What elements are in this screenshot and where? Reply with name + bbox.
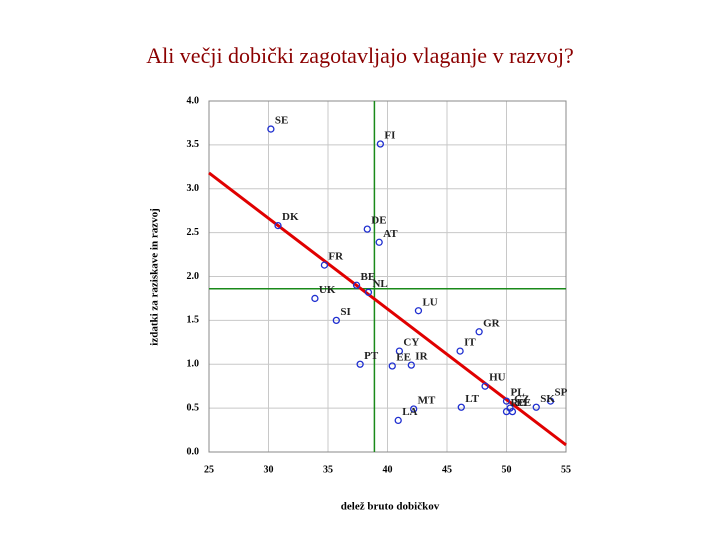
point [532, 403, 540, 411]
point-label: NL [372, 278, 387, 290]
x-tick-label: 50 [502, 464, 512, 475]
point [395, 347, 404, 355]
point [508, 407, 517, 416]
point-label: SI [340, 306, 350, 318]
x-tick-label: 35 [323, 464, 333, 475]
y-tick-label: 3.5 [187, 139, 200, 150]
point-label: CY [403, 337, 419, 349]
point [456, 347, 464, 355]
point [481, 382, 489, 390]
point-label: SK [540, 393, 555, 405]
point [407, 361, 415, 369]
point-label: EE [516, 397, 531, 409]
point [332, 316, 340, 325]
y-tick-label: 2.0 [187, 271, 200, 282]
y-tick-label: 0.5 [187, 402, 200, 413]
point [414, 307, 423, 315]
point-label: LU [422, 296, 437, 308]
point [546, 397, 555, 405]
y-tick-label: 3.0 [187, 183, 200, 194]
x-axis-label: delež bruto dobičkov [341, 501, 440, 513]
point [375, 238, 383, 246]
y-tick-label: 4.0 [187, 95, 200, 106]
point-label: RO [511, 397, 528, 409]
point [388, 362, 396, 370]
point [274, 221, 282, 230]
point-label: DE [371, 215, 386, 227]
point [457, 403, 465, 411]
point [475, 328, 483, 336]
point [363, 225, 371, 233]
y-tick-label: 1.0 [187, 359, 200, 370]
x-tick-label: 25 [204, 464, 214, 475]
point [376, 140, 385, 148]
point-label: GR [483, 317, 501, 329]
point [394, 416, 402, 425]
x-tick-label: 55 [561, 464, 571, 475]
plot-frame [208, 100, 567, 453]
point-label: EE [396, 352, 411, 364]
y-tick-label: 0.0 [187, 446, 200, 457]
y-tick-label: 1.5 [187, 315, 200, 326]
point-label: PT [364, 350, 379, 362]
point-label: IT [464, 337, 476, 349]
trend-line [208, 171, 567, 447]
y-tick-label: 2.5 [187, 227, 200, 238]
point-label: IR [415, 351, 428, 363]
point-label: UK [319, 284, 336, 296]
point [364, 288, 373, 296]
point-label: FR [328, 251, 344, 263]
point-label: SP [555, 387, 568, 399]
point-label: FI [384, 130, 395, 142]
point [502, 397, 511, 405]
point-label: PL [511, 387, 525, 399]
point [320, 261, 329, 269]
chart-title: Ali večji dobički zagotavljajo vlaganje … [146, 43, 574, 68]
point-label: MT [418, 395, 436, 407]
point-label: LA [402, 406, 417, 418]
y-axis-label: izdatki za raziskave in razvoj [149, 208, 161, 345]
point-label: BE [361, 271, 376, 283]
point [311, 294, 319, 303]
x-tick-label: 40 [383, 464, 393, 475]
point-label: HU [489, 372, 506, 384]
point [410, 405, 418, 413]
point [356, 360, 364, 368]
point-label: AT [383, 228, 398, 240]
point [267, 125, 275, 133]
x-tick-label: 45 [442, 464, 452, 475]
x-tick-label: 30 [264, 464, 274, 475]
point [352, 281, 361, 289]
point-label: LT [465, 393, 479, 405]
point-label: DK [282, 211, 299, 223]
point-label: SE [275, 115, 288, 127]
point-label: CZ [514, 394, 529, 406]
